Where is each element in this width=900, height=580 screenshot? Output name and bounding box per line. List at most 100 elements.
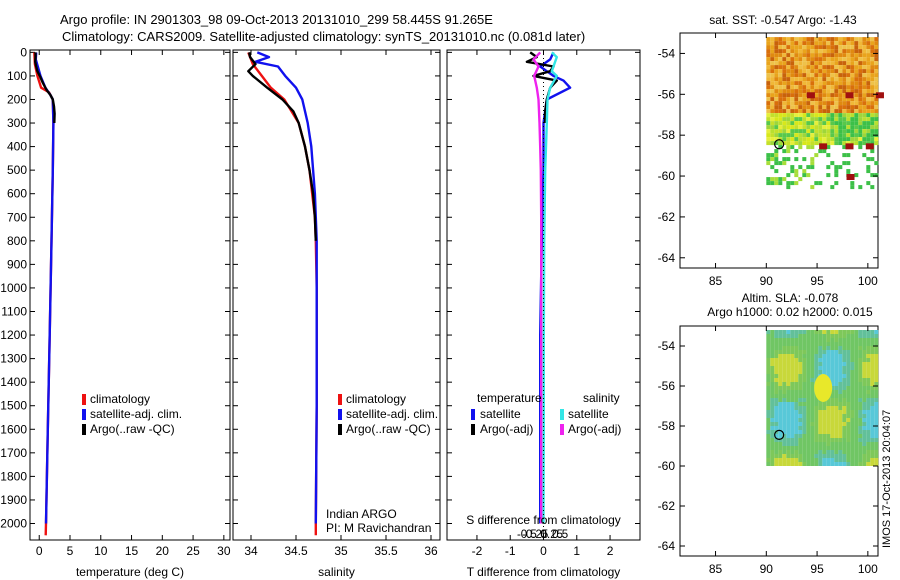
sst_map-field [766,37,879,190]
temperature-legend-label: satellite-adj. clim. [90,407,182,421]
temperature-ytick-label: 1000 [0,281,27,295]
temperature-ytick-label: 1900 [0,493,27,507]
salinity-source-label-2: PI: M Ravichandran [326,521,431,535]
difference-xtick-label: 1 [573,544,580,558]
salinity-xtick-label: 36 [424,544,438,558]
temperature-ytick-label: 1700 [0,446,27,460]
figure-title-line-1: Argo profile: IN 2901303_98 09-Oct-2013 … [60,12,493,27]
sla_map-ytick-label: -58 [658,419,676,433]
temperature-legend-swatch [82,424,86,435]
sla-map-title-1: Altim. SLA: -0.078 [742,291,839,305]
temperature-ytick-label: 0 [20,45,27,59]
difference-legend-swatch [560,424,564,435]
temperature-ytick-label: 1300 [0,352,27,366]
imos-watermark: IMOS 17-Oct-2013 20:04:07 [881,410,893,548]
difference-salinity-tick-label: 0.25 [541,529,563,541]
difference-xtick-label: 2 [607,544,614,558]
salinity-legend-swatch [338,394,342,405]
salinity-legend-label: satellite-adj. clim. [346,407,438,421]
difference-legend-left-label: Argo(-adj) [480,422,533,436]
salinity-xlabel: salinity [318,565,355,579]
figure-title-line-2: Climatology: CARS2009. Satellite-adjuste… [62,29,586,44]
sla_map-field [766,330,879,466]
temperature-ytick-label: 600 [7,187,27,201]
temperature-ytick-label: 900 [7,257,27,271]
sla_map-ytick-label: -64 [658,539,676,553]
salinity-legend-label: Argo(..raw -QC) [346,422,431,436]
sst-flag-patch [865,143,874,150]
sst_map-ytick-label: -58 [658,128,676,142]
temperature-xtick-label: 10 [94,544,108,558]
sla-map-title-2: Argo h1000: 0.02 h2000: 0.015 [707,305,873,319]
sst-flag-patch [845,92,854,99]
difference-salinity-tick-label: -0.5 [517,529,537,541]
temperature-legend-label: Argo(..raw -QC) [90,422,175,436]
sst_map-ytick-label: -56 [658,87,676,101]
temperature-ytick-label: 500 [7,163,27,177]
temperature-xtick-label: 20 [156,544,170,558]
sst_map-ytick-label: -60 [658,169,676,183]
temperature-ytick-label: 1100 [1,304,27,318]
difference-xlabel: T difference from climatology [467,565,621,579]
temperature-ytick-label: 1200 [0,328,27,342]
salinity-source-label-1: Indian ARGO [326,507,397,521]
sst_map-xtick-label: 90 [760,274,774,288]
salinity-series-satellite-adj-clim- [254,51,318,524]
temperature-ytick-label: 2000 [0,517,27,531]
temperature-ytick-label: 1800 [0,469,27,483]
sst_map-xtick-label: 95 [810,274,824,288]
difference-salinity-tick-label: -0.25 [522,529,548,541]
temperature-legend-label: climatology [90,392,150,406]
salinity-xtick-label: 34 [244,544,258,558]
difference-series-s-satellite [542,51,558,524]
salinity-legend-label: climatology [346,392,406,406]
difference-legend-swatch [471,409,475,420]
salinity-xtick-label: 34.5 [284,544,308,558]
temperature-series-argo-raw-qc- [34,52,56,124]
sla_map-ytick-label: -56 [658,379,676,393]
sst-flag-patch [845,143,854,150]
difference-salinity-axis-label: S difference from climatology [466,513,621,527]
difference-legend-right-label: satellite [568,407,609,421]
sst_map-ytick-label: -62 [658,210,676,224]
sla_map-ytick-label: -62 [658,499,676,513]
sst-flag-patch [875,92,884,99]
difference-series-s-argo-adj- [532,51,543,524]
temperature-axes-frame [29,49,231,541]
difference-legend-temperature-title: temperature [477,391,542,405]
salinity-axes-frame [232,49,441,541]
sla_map-xtick-label: 100 [858,562,878,576]
difference-xtick-label: 0 [540,544,547,558]
difference-legend-swatch [471,424,475,435]
temperature-ytick-label: 700 [7,210,27,224]
salinity-series-argo-raw-qc- [247,52,317,241]
sst-map-title: sat. SST: -0.547 Argo: -1.43 [709,13,857,27]
temperature-xtick-label: 15 [125,544,139,558]
sla_map-float-marker [774,429,785,440]
sst_map-ytick-label: -64 [658,251,676,265]
sst_map-float-marker [774,139,785,150]
salinity-xtick-label: 35.5 [374,544,398,558]
sst_map-ytick-label: -54 [658,46,676,60]
sla_map-ytick-label: -60 [658,459,676,473]
temperature-xtick-label: 5 [67,544,74,558]
salinity-xtick-label: 35 [334,544,348,558]
sst-flag-patch [806,92,815,99]
difference-salinity-tick-label: 0 [540,529,546,541]
salinity-legend-swatch [338,409,342,420]
difference-legend-left-label: satellite [480,407,521,421]
temperature-ytick-label: 1600 [0,422,27,436]
difference-salinity-tick-label: 0.5 [552,529,568,541]
sla-anomaly-blob [814,374,833,402]
temperature-ytick-label: 400 [7,140,27,154]
temperature-xtick-label: 25 [186,544,200,558]
temperature-legend-swatch [82,409,86,420]
sla_map-ytick-label: -54 [658,339,676,353]
salinity-legend-swatch [338,424,342,435]
sla_map-xtick-label: 85 [709,562,723,576]
sst-flag-patch [819,143,828,150]
temperature-ytick-label: 100 [7,69,27,83]
difference-xtick-label: -1 [505,544,516,558]
difference-legend-salinity-title: salinity [583,391,620,405]
